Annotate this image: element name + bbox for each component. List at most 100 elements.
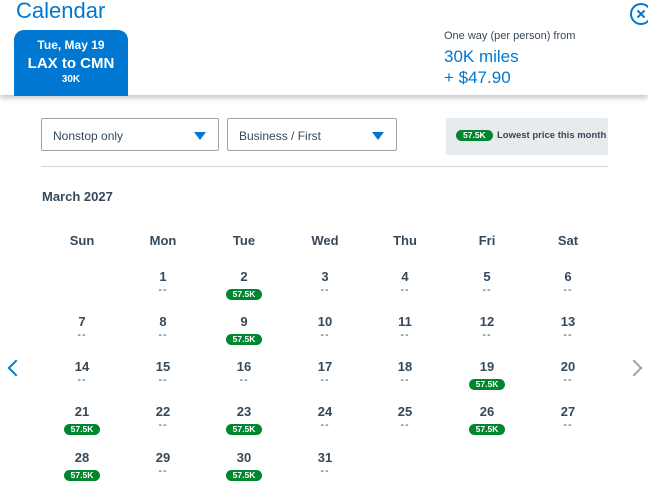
calendar-day[interactable]: 28 57.5K [50, 450, 114, 490]
day-number: 6 [564, 269, 572, 284]
no-price-dash: -- [400, 374, 410, 386]
day-number: 27 [560, 404, 576, 419]
calendar-day[interactable]: 5 -- [455, 269, 519, 309]
weekday-header: Sat [557, 233, 579, 248]
no-price-dash: -- [158, 419, 168, 431]
calendar-day[interactable]: 29 -- [131, 450, 195, 490]
day-number: 3 [321, 269, 329, 284]
calendar-day[interactable]: 1 -- [131, 269, 195, 309]
lowest-price-pill: 57.5K [456, 130, 493, 141]
no-price-dash: -- [563, 284, 573, 296]
day-number: 22 [155, 404, 171, 419]
month-label: March 2027 [42, 189, 113, 204]
calendar-day[interactable]: 4 -- [373, 269, 437, 309]
day-number: 4 [401, 269, 409, 284]
calendar-day[interactable]: 18 -- [373, 359, 437, 399]
calendar-day[interactable]: 13 -- [536, 314, 600, 354]
day-number: 17 [317, 359, 333, 374]
day-number: 29 [155, 450, 171, 465]
price-pill: 57.5K [468, 424, 506, 435]
calendar-day[interactable]: 26 57.5K [455, 404, 519, 444]
calendar-day[interactable]: 24 -- [293, 404, 357, 444]
calendar-day[interactable]: 12 -- [455, 314, 519, 354]
day-number: 8 [159, 314, 167, 329]
day-number: 30 [236, 450, 252, 465]
tab-route: LAX to CMN [27, 55, 115, 72]
calendar-day[interactable]: 22 -- [131, 404, 195, 444]
price-pill: 57.5K [468, 379, 506, 390]
day-number: 9 [240, 314, 248, 329]
calendar-day[interactable]: 7 -- [50, 314, 114, 354]
close-circle-icon[interactable] [630, 3, 648, 25]
calendar-day[interactable]: 19 57.5K [455, 359, 519, 399]
chevron-left-icon[interactable] [7, 359, 25, 377]
calendar-day[interactable]: 23 57.5K [212, 404, 276, 444]
weekday-header: Fri [478, 233, 496, 248]
price-pill: 57.5K [225, 289, 263, 300]
cabin-select[interactable]: Business / First [227, 118, 397, 151]
calendar-day[interactable]: 10 -- [293, 314, 357, 354]
no-price-dash: -- [482, 284, 492, 296]
fare-miles: 30K miles [444, 47, 519, 66]
day-number: 12 [479, 314, 495, 329]
no-price-dash: -- [239, 374, 249, 386]
day-number: 10 [317, 314, 333, 329]
calendar-day[interactable]: 21 57.5K [50, 404, 114, 444]
no-price-dash: -- [400, 284, 410, 296]
tab-price: 30K [61, 74, 81, 85]
calendar-day[interactable]: 17 -- [293, 359, 357, 399]
calendar-day[interactable]: 9 57.5K [212, 314, 276, 354]
day-number: 28 [74, 450, 90, 465]
day-number: 21 [74, 404, 90, 419]
calendar-day[interactable]: 20 -- [536, 359, 600, 399]
calendar-header: Calendar Tue, May 19 LAX to CMN 30K One … [0, 0, 648, 96]
calendar-day[interactable]: 16 -- [212, 359, 276, 399]
day-number: 25 [397, 404, 413, 419]
no-price-dash: -- [158, 284, 168, 296]
calendar-day[interactable]: 14 -- [50, 359, 114, 399]
stops-select-value: Nonstop only [53, 129, 124, 143]
calendar-day[interactable]: 25 -- [373, 404, 437, 444]
no-price-dash: -- [320, 374, 330, 386]
calendar-day[interactable]: 31 -- [293, 450, 357, 490]
day-number: 20 [560, 359, 576, 374]
day-number: 5 [483, 269, 491, 284]
calendar-day[interactable]: 8 -- [131, 314, 195, 354]
weekday-header: Sun [69, 233, 95, 248]
day-number: 16 [236, 359, 252, 374]
stops-select[interactable]: Nonstop only [41, 118, 219, 151]
day-number: 31 [317, 450, 333, 465]
lowest-price-label: Lowest price this month [497, 130, 607, 141]
day-number: 13 [560, 314, 576, 329]
day-number: 2 [240, 269, 248, 284]
no-price-dash: -- [400, 329, 410, 341]
day-number: 14 [74, 359, 90, 374]
no-price-dash: -- [482, 329, 492, 341]
day-number: 1 [159, 269, 167, 284]
calendar-day[interactable]: 2 57.5K [212, 269, 276, 309]
lowest-price-legend: 57.5K Lowest price this month [446, 118, 608, 155]
no-price-dash: -- [158, 374, 168, 386]
fare-cash: + $47.90 [444, 68, 511, 87]
flight-tab-selected[interactable]: Tue, May 19 LAX to CMN 30K [14, 30, 128, 96]
calendar-day[interactable]: 15 -- [131, 359, 195, 399]
day-number: 26 [479, 404, 495, 419]
price-pill: 57.5K [63, 424, 101, 435]
calendar-day[interactable]: 30 57.5K [212, 450, 276, 490]
no-price-dash: -- [400, 419, 410, 431]
day-number: 15 [155, 359, 171, 374]
no-price-dash: -- [563, 374, 573, 386]
calendar-day[interactable]: 11 -- [373, 314, 437, 354]
price-pill: 57.5K [225, 470, 263, 481]
no-price-dash: -- [563, 419, 573, 431]
tab-date: Tue, May 19 [37, 38, 105, 52]
fare-label: One way (per person) from [444, 30, 576, 42]
cabin-select-value: Business / First [239, 129, 322, 143]
no-price-dash: -- [320, 329, 330, 341]
calendar-day[interactable]: 6 -- [536, 269, 600, 309]
calendar-day[interactable]: 3 -- [293, 269, 357, 309]
calendar-day[interactable]: 27 -- [536, 404, 600, 444]
price-pill: 57.5K [225, 334, 263, 345]
weekday-header: Wed [311, 233, 339, 248]
weekday-header: Thu [393, 233, 417, 248]
